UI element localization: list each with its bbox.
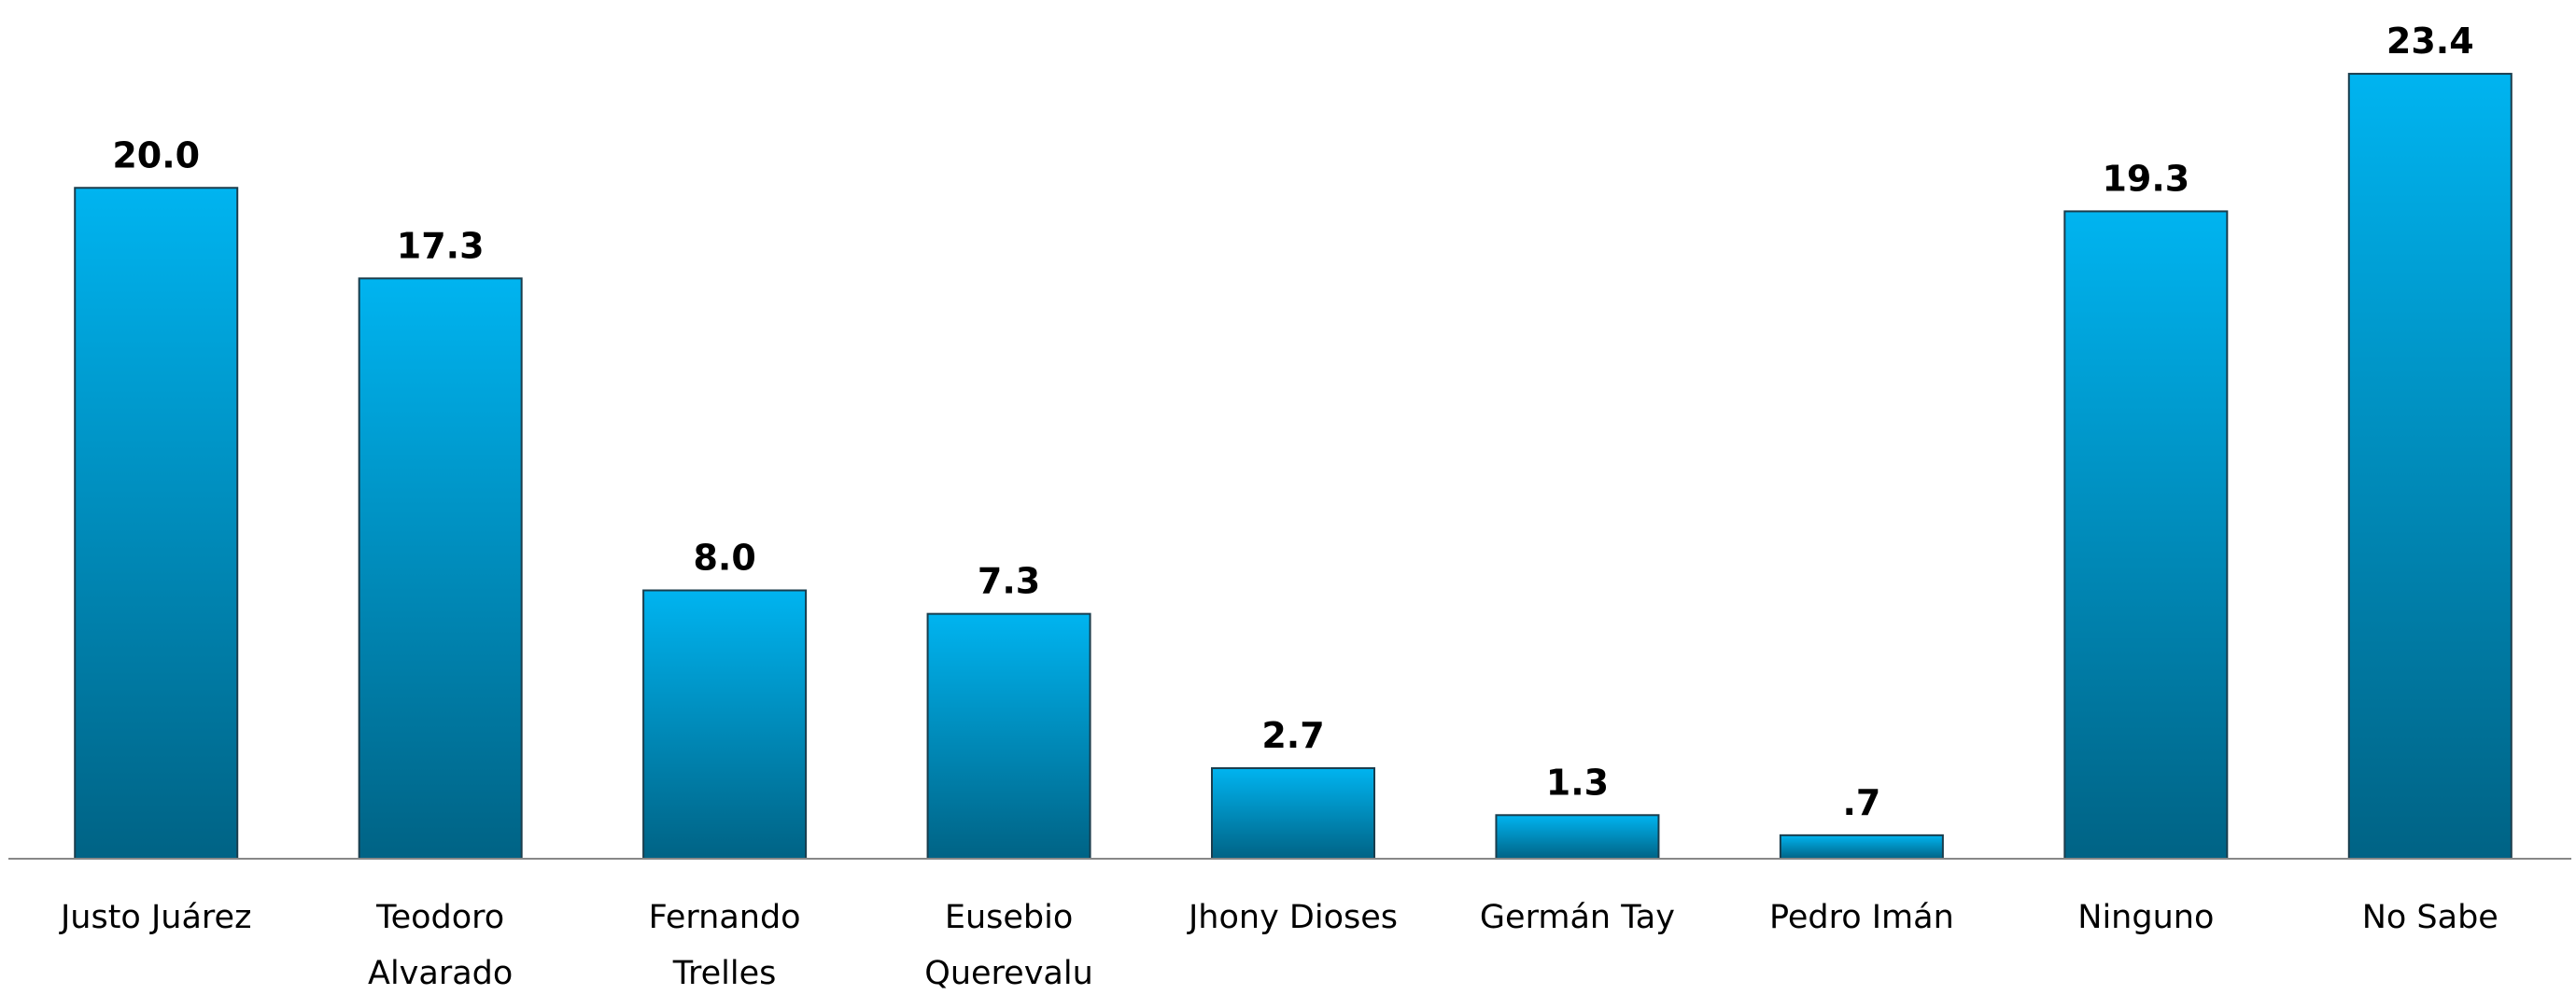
value-label: .7 [1842,782,1880,823]
bar [642,589,808,860]
bar [1779,834,1944,860]
value-label: 2.7 [1261,715,1324,756]
value-label: 8.0 [693,538,755,579]
bar [2347,73,2513,860]
value-label: 19.3 [2102,158,2189,199]
value-label: 17.3 [397,225,485,266]
x-tick-label: Fernando Trelles [649,899,801,992]
bar [358,277,523,860]
value-label: 20.0 [112,134,200,175]
x-tick-label: Ninguno [2077,899,2214,936]
x-tick-label: Germán Tay [1480,899,1675,936]
x-tick-label: Pedro Imán [1769,899,1954,936]
bar [926,612,1091,860]
bar [74,187,239,860]
value-label: 7.3 [978,561,1040,602]
x-tick-label: Teodoro Alvarado [368,899,513,992]
bar [2063,210,2229,860]
x-tick-label: Justo Juárez [59,899,251,936]
bar [1211,766,1375,860]
x-tick-label: No Sabe [2362,899,2499,936]
bar [1495,814,1660,860]
x-tick-label: Eusebio Querevalu [924,899,1093,992]
value-label: 1.3 [1546,762,1609,803]
value-label: 23.4 [2386,21,2474,62]
x-tick-label: Jhony Dioses [1187,899,1398,936]
